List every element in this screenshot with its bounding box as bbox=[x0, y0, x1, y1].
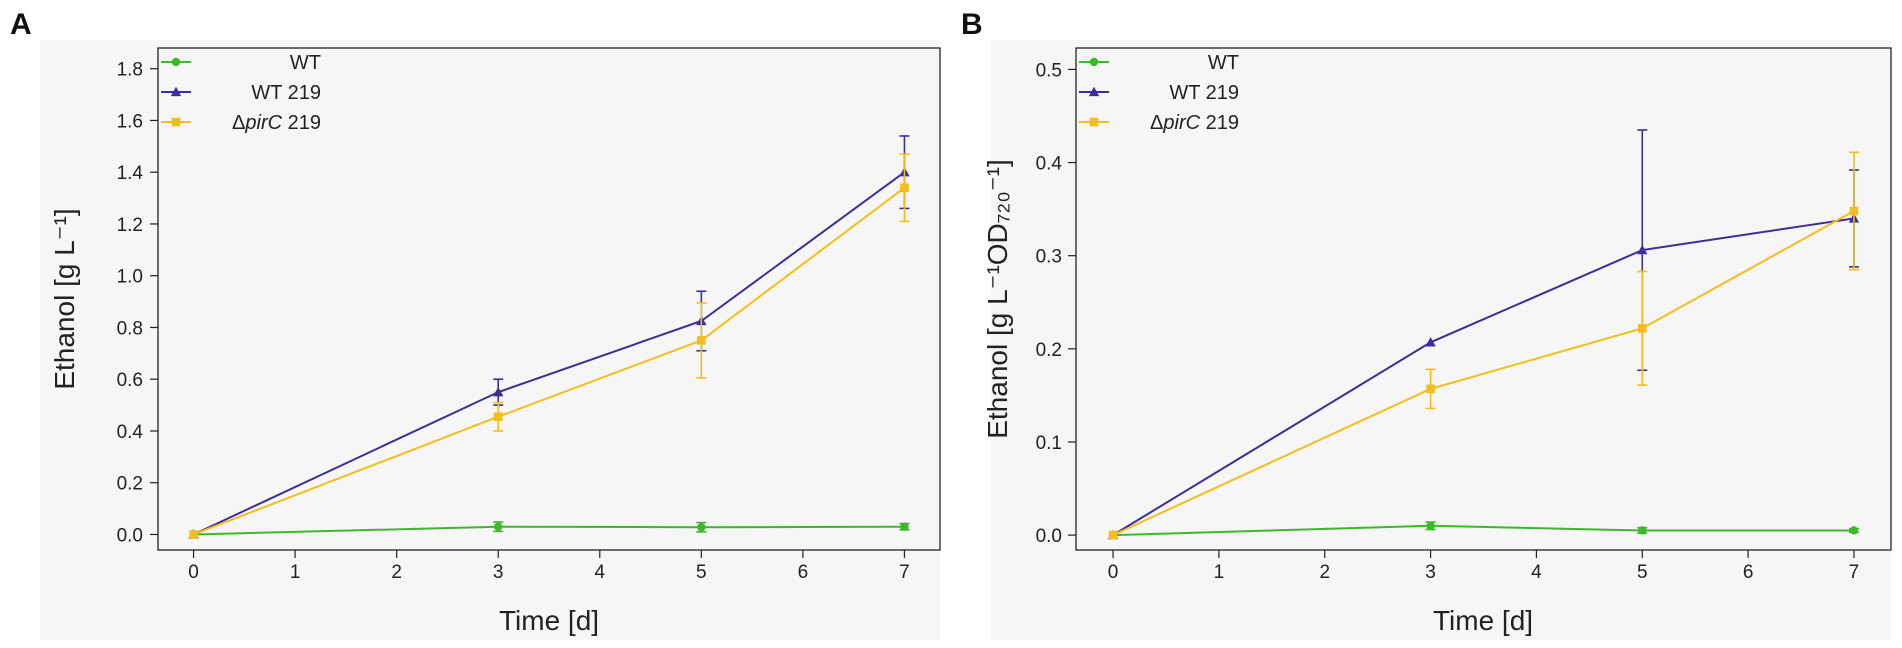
chart-a-legend-item: ΔpirC 219 bbox=[161, 112, 321, 134]
chart-b-data-point bbox=[1637, 324, 1647, 333]
chart-a-y-tick-label: 0.4 bbox=[117, 422, 144, 443]
chart-b-data-point bbox=[1849, 206, 1859, 216]
chart-b-x-tick-label: 6 bbox=[1743, 562, 1754, 583]
chart-a-y-axis-title: Ethanol [g L⁻¹] bbox=[49, 208, 80, 389]
chart-b-legend-swatch-marker bbox=[1089, 57, 1099, 67]
chart-b-data-point bbox=[1849, 526, 1859, 535]
chart-a-y-tick-label: 1.4 bbox=[117, 163, 144, 184]
chart-a-data-point bbox=[494, 522, 503, 531]
chart-b-legend-label: ΔpirC 219 bbox=[1150, 112, 1239, 134]
chart-a-x-tick-label: 1 bbox=[290, 562, 301, 583]
chart-a-x-tick-label: 6 bbox=[798, 562, 809, 583]
chart-b-legend-label: WT 219 bbox=[1169, 82, 1239, 104]
chart-a-legend-item: WT 219 bbox=[161, 82, 321, 104]
chart-b-ticks: 0 1 2 3 4 5 6 7 0.0 0.1 0.2 0.3 0.4 0.5 bbox=[1036, 60, 1860, 583]
chart-a-series-line bbox=[193, 171, 906, 536]
chart-a-legend-swatch-marker bbox=[170, 86, 182, 97]
chart-b-legend-item: ΔpirC 219 bbox=[1079, 112, 1239, 134]
chart-b-y-axis-title: Ethanol [g L⁻¹OD₇₂₀⁻¹] bbox=[982, 159, 1013, 439]
chart-a-ticks: 0 1 2 3 4 5 6 7 0.0 0.2 0.4 0.6 0.8 1.0 1.2 1.4 1.6 1.8 bbox=[117, 60, 910, 583]
chart-a-y-tick-label: 1.2 bbox=[117, 215, 143, 236]
chart-b-legend-label: WT bbox=[1208, 52, 1239, 74]
chart-b-y-tick-label: 0.3 bbox=[1036, 247, 1062, 268]
chart-b-x-tick-label: 0 bbox=[1108, 562, 1119, 583]
panel-a-letter: A bbox=[10, 8, 32, 41]
chart-b-data-point bbox=[1637, 244, 1648, 255]
chart-a-y-tick-label: 0.8 bbox=[117, 318, 143, 339]
chart-b-legend: WT WT 219 ΔpirC 219 bbox=[1079, 52, 1239, 134]
chart-a-y-tick-label: 0.2 bbox=[117, 474, 143, 495]
chart-b-data-point bbox=[1638, 526, 1647, 535]
chart-a-x-tick-label: 2 bbox=[391, 562, 402, 583]
chart-b-data-point bbox=[1426, 521, 1435, 530]
chart-a-data-point bbox=[493, 412, 503, 422]
chart-b-legend-item: WT bbox=[1079, 52, 1239, 74]
chart-a-data-point bbox=[697, 523, 706, 532]
chart-a-series-2 bbox=[189, 153, 910, 539]
chart-b-series bbox=[1107, 129, 1860, 540]
chart-a-y-tick-label: 0.0 bbox=[117, 525, 143, 546]
chart-b-legend-item: WT 219 bbox=[1079, 82, 1239, 104]
chart-b-series-line bbox=[1113, 524, 1854, 537]
chart-b-x-tick-label: 2 bbox=[1319, 562, 1330, 583]
chart-a-data-point bbox=[900, 522, 909, 531]
chart-b-y-tick-label: 0.2 bbox=[1036, 340, 1062, 361]
chart-a-legend-label: WT bbox=[290, 52, 321, 74]
chart-a-legend-label: WT 219 bbox=[251, 82, 321, 104]
chart-a-series bbox=[188, 135, 910, 539]
chart-b: 0 1 2 3 4 5 6 7 0.0 0.1 0.2 0.3 0.4 0.5 WT WT 219 ΔpirC… bbox=[982, 47, 1892, 636]
panel-a: A 0 1 2 3 4 5 6 7 0.0 0.2 0.4 0.6 0.8 1.0 1.2 1.4 1.6 1.8… bbox=[10, 8, 941, 636]
chart-a-y-tick-label: 1.8 bbox=[117, 60, 143, 81]
chart-a-series-line bbox=[193, 186, 906, 536]
chart-b-y-tick-label: 0.1 bbox=[1036, 433, 1062, 454]
chart-a-legend-label: ΔpirC 219 bbox=[232, 112, 321, 134]
chart-a: 0 1 2 3 4 5 6 7 0.0 0.2 0.4 0.6 0.8 1.0 1.2 1.4 1.6 1.8 W… bbox=[49, 47, 941, 636]
chart-a-x-tick-label: 3 bbox=[493, 562, 504, 583]
chart-b-plot-frame bbox=[1075, 47, 1892, 551]
chart-a-x-tick-label: 0 bbox=[188, 562, 199, 583]
chart-a-legend: WT WT 219 ΔpirC 219 bbox=[161, 52, 321, 134]
chart-b-x-axis-title: Time [d] bbox=[1433, 605, 1533, 636]
chart-a-data-point bbox=[189, 530, 198, 539]
chart-b-x-tick-label: 1 bbox=[1214, 562, 1225, 583]
chart-b-data-point bbox=[1426, 384, 1435, 394]
chart-b-series-line bbox=[1112, 210, 1855, 537]
chart-a-legend-swatch-marker bbox=[171, 57, 181, 67]
chart-a-x-tick-label: 7 bbox=[899, 562, 910, 583]
chart-a-series-line bbox=[193, 525, 905, 536]
chart-a-y-tick-label: 1.0 bbox=[117, 267, 143, 288]
chart-a-x-axis-title: Time [d] bbox=[499, 605, 599, 636]
panel-b-letter: B bbox=[961, 8, 983, 41]
panel-b: B 0 1 2 3 4 5 6 7 0.0 0.1 0.2 0.3 0.4 0.5 WT WT 219 Δpi… bbox=[951, 0, 1902, 648]
chart-b-x-tick-label: 3 bbox=[1425, 562, 1436, 583]
chart-b-y-tick-label: 0.5 bbox=[1036, 60, 1062, 81]
chart-a-data-point bbox=[493, 386, 504, 397]
chart-a-plot-frame bbox=[157, 47, 941, 551]
chart-b-series-line bbox=[1112, 217, 1855, 536]
chart-a-legend-swatch-marker bbox=[171, 117, 181, 127]
chart-a-x-tick-label: 4 bbox=[594, 562, 605, 583]
chart-a-data-point bbox=[900, 183, 909, 193]
chart-b-legend-swatch-marker bbox=[1089, 117, 1099, 127]
chart-b-legend-swatch-marker bbox=[1088, 86, 1100, 97]
chart-b-x-tick-label: 5 bbox=[1637, 562, 1648, 583]
chart-a-x-tick-label: 5 bbox=[696, 562, 707, 583]
chart-b-data-point bbox=[1108, 530, 1118, 540]
chart-a-y-tick-label: 0.6 bbox=[117, 370, 143, 391]
chart-a-legend-item: WT bbox=[161, 52, 321, 74]
chart-b-series-2 bbox=[1108, 151, 1859, 540]
chart-b-x-tick-label: 4 bbox=[1531, 562, 1542, 583]
chart-b-data-point bbox=[1425, 337, 1436, 347]
chart-b-x-tick-label: 7 bbox=[1849, 562, 1860, 583]
chart-a-data-point bbox=[697, 336, 706, 345]
chart-a-y-tick-label: 1.6 bbox=[117, 111, 143, 132]
chart-b-y-tick-label: 0.4 bbox=[1036, 154, 1063, 175]
chart-b-y-tick-label: 0.0 bbox=[1036, 526, 1062, 547]
